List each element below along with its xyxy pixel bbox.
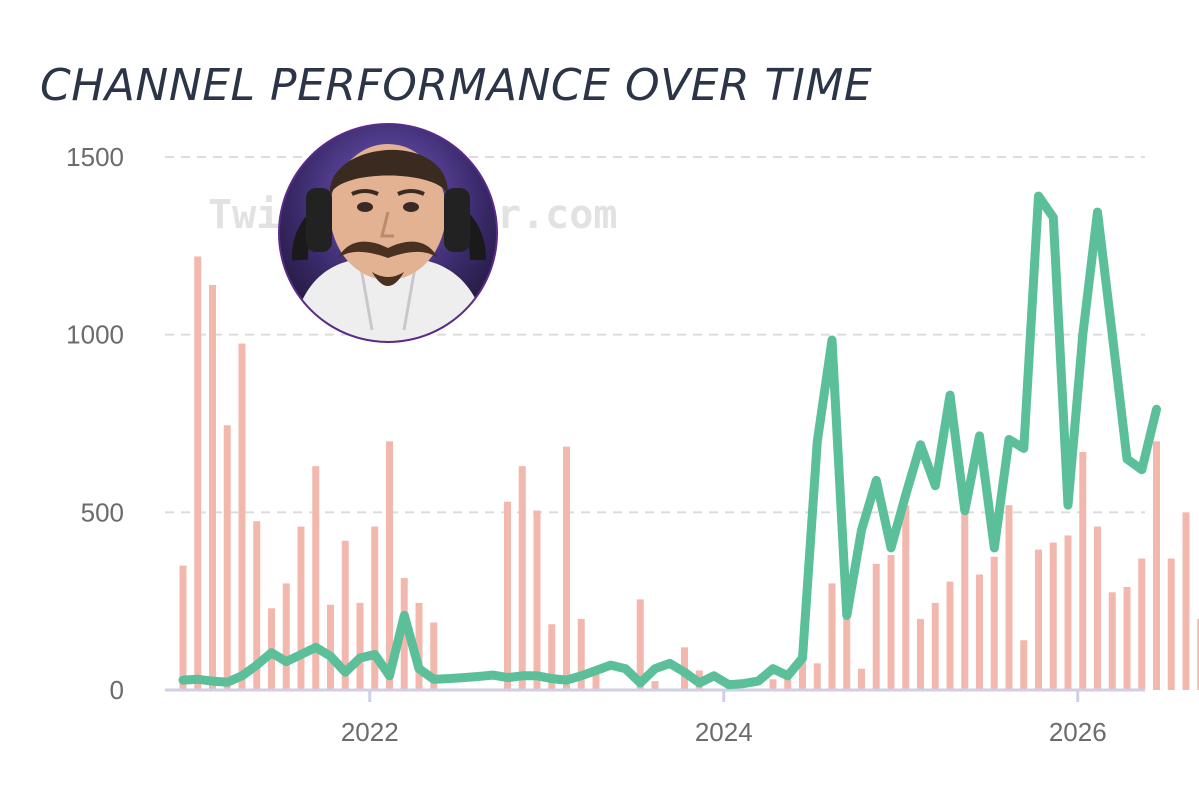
x-tick-label: 2024 [695, 717, 753, 747]
bar [238, 343, 246, 690]
bar [1138, 558, 1146, 690]
bar [1108, 592, 1116, 690]
y-tick-label: 1500 [66, 142, 124, 172]
bar [651, 681, 659, 690]
bar [386, 441, 393, 690]
bar [577, 618, 585, 690]
y-tick-label: 0 [110, 675, 124, 705]
bar [563, 446, 570, 690]
bar [858, 668, 865, 690]
bar [253, 521, 261, 690]
bar [1167, 558, 1175, 690]
bar [371, 526, 379, 690]
bar [961, 508, 969, 690]
bar [813, 663, 821, 690]
bar [769, 679, 777, 690]
bar [946, 581, 954, 690]
x-axis-ticks: 2022 2024 2026 [341, 717, 1107, 747]
bar [1197, 618, 1199, 690]
bar [297, 526, 305, 690]
bar [799, 656, 806, 690]
bar [931, 602, 939, 690]
streamer-avatar-icon [278, 123, 498, 343]
y-axis-ticks: 0 500 1000 1500 [66, 142, 124, 705]
bar-series [179, 256, 1199, 690]
bar [194, 256, 202, 690]
y-tick-label: 500 [81, 497, 124, 527]
bar [548, 624, 556, 690]
bar [1005, 505, 1013, 690]
bar [917, 618, 924, 690]
y-tick-label: 1000 [66, 320, 124, 350]
bar [518, 466, 526, 690]
bar [1094, 526, 1101, 690]
bar [282, 583, 290, 690]
bar [312, 466, 320, 690]
bar [872, 563, 880, 690]
line-series [178, 191, 1161, 690]
bar [504, 501, 511, 690]
bar [1123, 586, 1131, 690]
bar [828, 583, 836, 690]
bar [1049, 542, 1057, 690]
bar [356, 602, 364, 690]
bar [327, 604, 334, 690]
bar [636, 599, 644, 690]
bar [887, 554, 895, 690]
bar [341, 540, 349, 690]
bar [592, 672, 600, 690]
bar [430, 622, 438, 690]
bar [990, 556, 998, 690]
bar [533, 510, 541, 690]
bar [179, 565, 187, 690]
bar [784, 679, 792, 690]
bar [976, 574, 983, 690]
x-axis [165, 688, 1145, 702]
chart-title: CHANNEL PERFORMANCE OVER TIME [40, 60, 873, 111]
bar [415, 602, 423, 690]
bar [1182, 512, 1190, 690]
bar [1153, 441, 1160, 690]
bar [902, 505, 910, 690]
x-tick-label: 2026 [1049, 717, 1107, 747]
bar [843, 618, 851, 690]
bar [1035, 549, 1042, 690]
bar [209, 284, 216, 690]
bar [1020, 640, 1028, 690]
bar [1064, 535, 1072, 690]
bar [1079, 451, 1087, 690]
x-tick-label: 2022 [341, 717, 399, 747]
bar [223, 425, 231, 690]
